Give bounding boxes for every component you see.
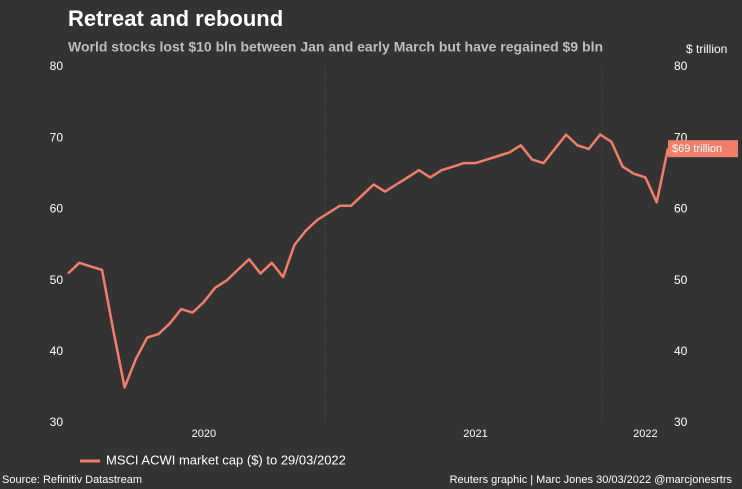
y2-tick-label: 40 (674, 344, 688, 358)
y2-tick-label: 30 (674, 415, 688, 429)
y2-tick-label: 50 (674, 273, 688, 287)
source: Source: Refinitiv Datastream (2, 474, 142, 486)
chart-title: Retreat and rebound (68, 6, 283, 31)
x-tick-label: 2021 (463, 428, 487, 440)
legend-label: MSCI ACWI market cap ($) to 29/03/2022 (106, 452, 346, 467)
chart-subtitle: World stocks lost $10 bln between Jan an… (68, 39, 603, 55)
x-tick-label: 2022 (633, 428, 657, 440)
y2-tick-label: 80 (674, 59, 688, 73)
value-label-box (668, 140, 738, 158)
series-line (67, 133, 670, 389)
y-tick-label: 60 (50, 202, 64, 216)
credit: Reuters graphic | Marc Jones 30/03/2022 … (450, 474, 733, 486)
y-tick-label: 80 (50, 59, 64, 73)
x-tick-label: 2020 (192, 428, 216, 440)
y2-axis-label: $ trillion (686, 42, 727, 56)
y-tick-label: 70 (50, 130, 64, 144)
y-tick-label: 50 (50, 273, 64, 287)
y-tick-label: 30 (50, 415, 64, 429)
y2-tick-label: 60 (674, 202, 688, 216)
value-label: $69 trillion (672, 143, 722, 155)
y-tick-label: 40 (50, 344, 64, 358)
